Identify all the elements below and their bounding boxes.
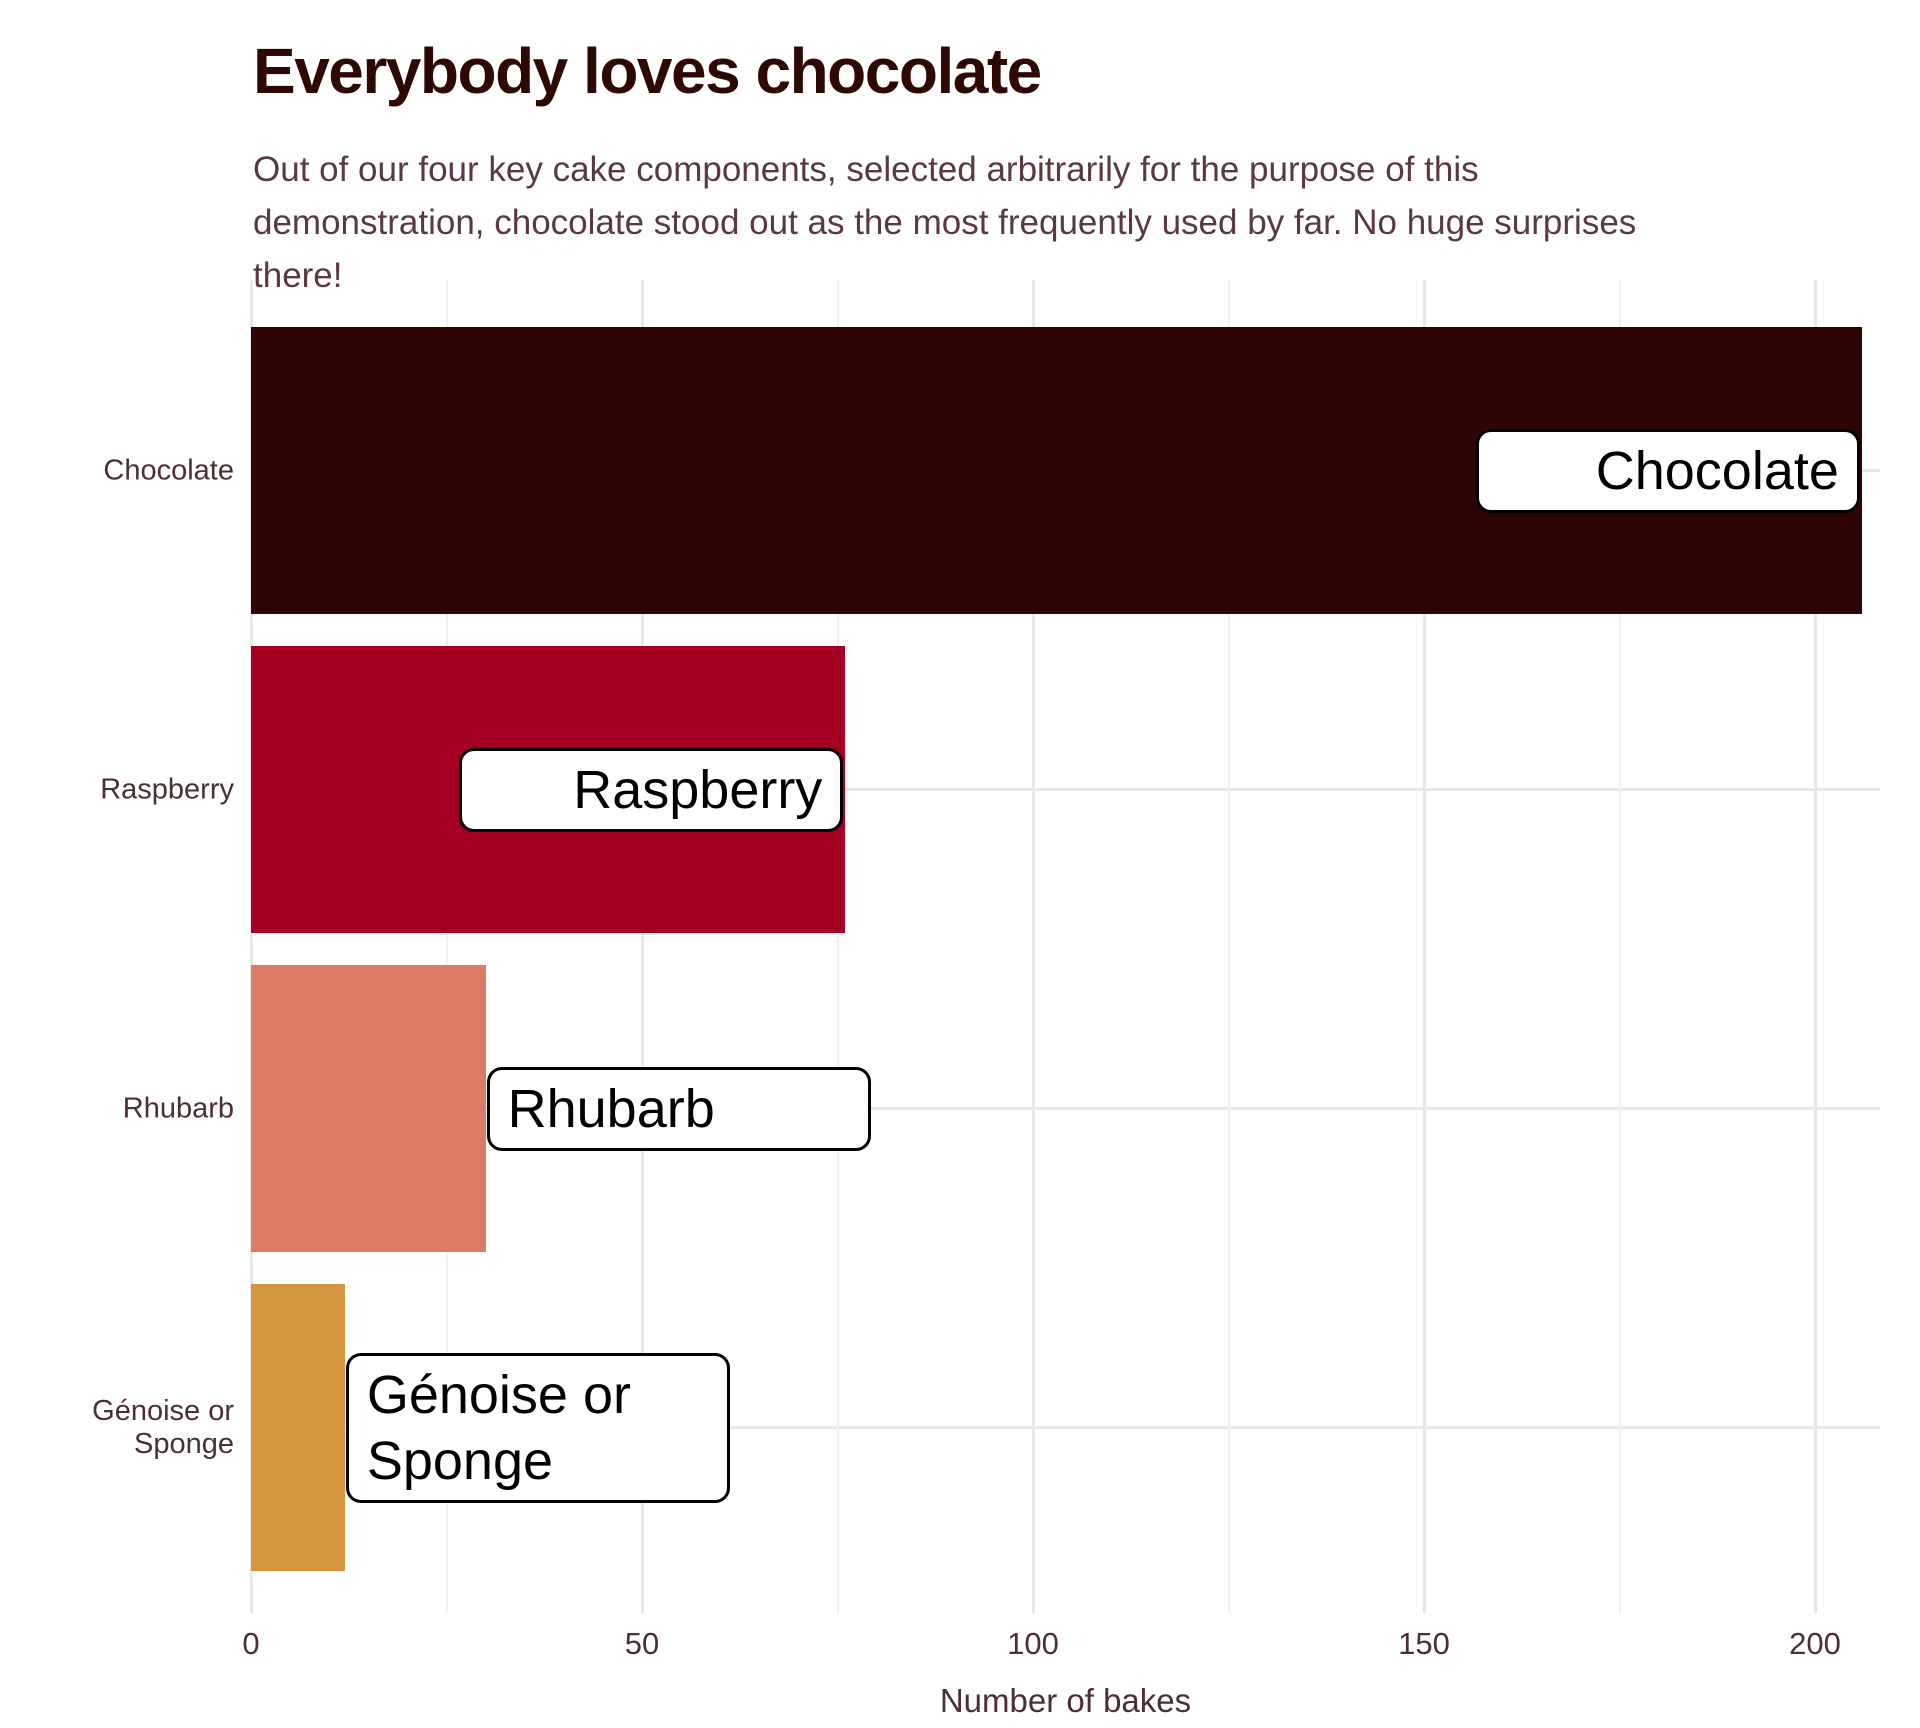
gridline-vertical-minor xyxy=(836,280,839,1613)
bar-label-chocolate: Chocolate xyxy=(1475,428,1860,513)
chart-subtitle: Out of our four key cake components, sel… xyxy=(253,143,1636,302)
gridline-vertical-major xyxy=(249,280,253,1613)
y-axis-label: Rhubarb xyxy=(122,1092,234,1124)
chart-subtitle-line-3: there! xyxy=(253,256,343,295)
x-axis-tick-label: 100 xyxy=(1007,1626,1059,1661)
gridline-vertical-minor xyxy=(1227,280,1230,1613)
gridline-horizontal xyxy=(251,1426,1880,1429)
gridline-vertical-major xyxy=(1031,280,1035,1613)
x-axis-tick-label: 0 xyxy=(242,1626,260,1661)
bar-g-noise-or-sponge xyxy=(251,1284,345,1571)
gridline-horizontal xyxy=(251,1107,1880,1110)
y-axis-label: Raspberry xyxy=(100,773,234,805)
y-axis-label: Chocolate xyxy=(103,454,234,486)
x-axis-tick-label: 50 xyxy=(624,1626,660,1661)
gridline-vertical-major xyxy=(1813,280,1817,1613)
gridline-vertical-major xyxy=(640,280,644,1613)
gridline-vertical-minor xyxy=(445,280,448,1613)
x-axis-tick-label: 200 xyxy=(1789,1626,1841,1661)
bar-rhubarb xyxy=(251,965,486,1252)
bar-label-g-noise-or-sponge: Génoise or Sponge xyxy=(345,1352,730,1503)
chart-subtitle-line-1: Out of our four key cake components, sel… xyxy=(253,150,1479,189)
chart-subtitle-line-2: demonstration, chocolate stood out as th… xyxy=(253,203,1637,242)
bar-label-rhubarb: Rhubarb xyxy=(486,1066,871,1151)
x-axis-title: Number of bakes xyxy=(939,1682,1192,1719)
gridline-horizontal xyxy=(251,788,1880,791)
gridline-vertical-major xyxy=(1422,280,1426,1613)
gridline-vertical-minor xyxy=(1618,280,1621,1613)
x-axis-tick-label: 150 xyxy=(1398,1626,1450,1661)
chart-title: Everybody loves chocolate xyxy=(253,35,1042,107)
bar-label-raspberry: Raspberry xyxy=(459,747,844,832)
y-axis-label: Génoise or Sponge xyxy=(92,1394,234,1460)
